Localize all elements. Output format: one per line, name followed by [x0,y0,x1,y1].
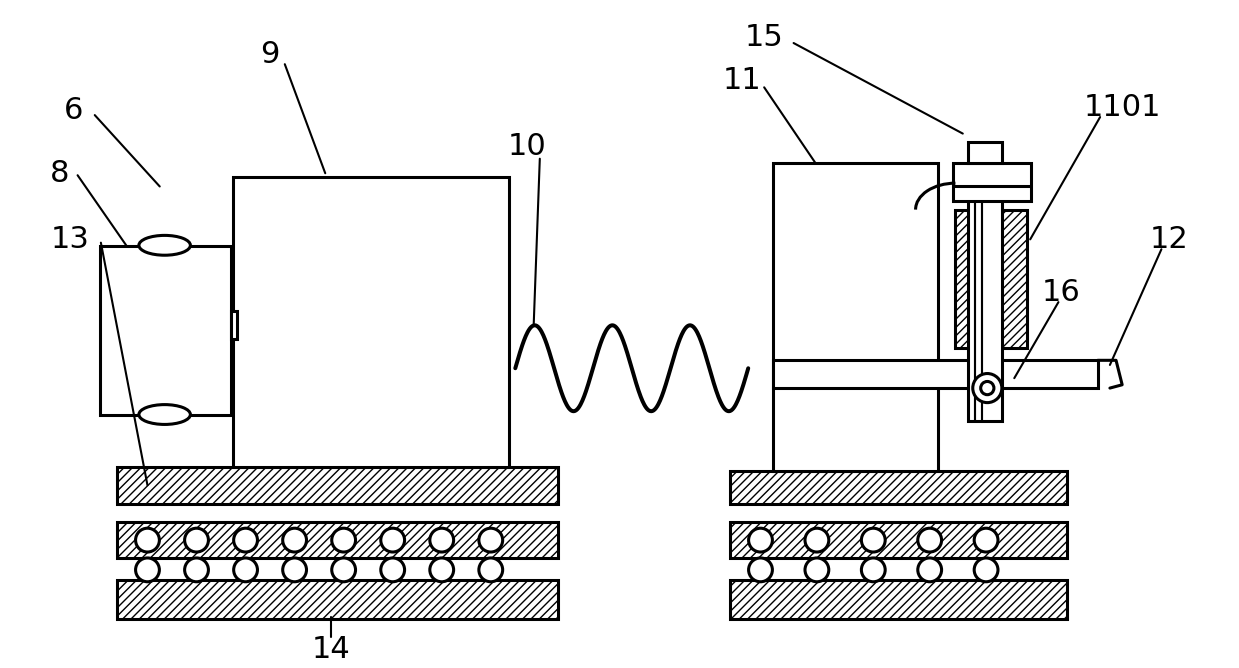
Bar [230,311,237,339]
Text: 6: 6 [64,96,83,125]
Circle shape [981,381,994,395]
Text: 8: 8 [50,159,69,188]
Text: 15: 15 [745,23,783,52]
Bar [955,210,1027,349]
Text: 12: 12 [1150,225,1188,254]
Text: 10: 10 [508,132,546,161]
Bar [953,163,1031,201]
Bar [99,246,230,415]
Ellipse shape [139,235,191,255]
Text: 13: 13 [51,225,89,254]
Bar [773,360,1098,388]
Circle shape [380,528,405,552]
Circle shape [234,528,258,552]
Circle shape [861,558,885,582]
Bar [233,176,509,468]
Circle shape [430,528,453,552]
Circle shape [748,528,772,552]
Bar [116,468,559,504]
Circle shape [332,558,356,582]
Circle shape [185,528,208,552]
Circle shape [478,528,503,552]
Bar [968,142,1002,163]
Text: 1101: 1101 [1083,93,1161,122]
Circle shape [185,558,208,582]
Circle shape [805,528,829,552]
Circle shape [861,528,885,552]
Text: 16: 16 [1042,278,1080,307]
Circle shape [380,558,405,582]
Circle shape [805,558,829,582]
Bar [730,522,1067,558]
Bar [116,580,559,619]
Circle shape [973,373,1002,403]
Circle shape [974,528,997,552]
Text: 9: 9 [260,40,280,69]
Circle shape [282,528,306,552]
Circle shape [135,558,160,582]
Circle shape [282,558,306,582]
Circle shape [332,528,356,552]
Bar [116,522,559,558]
Circle shape [430,558,453,582]
Bar [773,164,938,471]
Circle shape [478,558,503,582]
Bar [730,580,1067,619]
Circle shape [748,558,772,582]
Text: 14: 14 [312,635,351,664]
Circle shape [974,558,997,582]
Bar [968,176,1002,421]
Circle shape [234,558,258,582]
Text: 11: 11 [722,66,762,96]
Circle shape [135,528,160,552]
Circle shape [918,528,942,552]
Ellipse shape [139,405,191,424]
Bar [730,471,1067,504]
Circle shape [918,558,942,582]
